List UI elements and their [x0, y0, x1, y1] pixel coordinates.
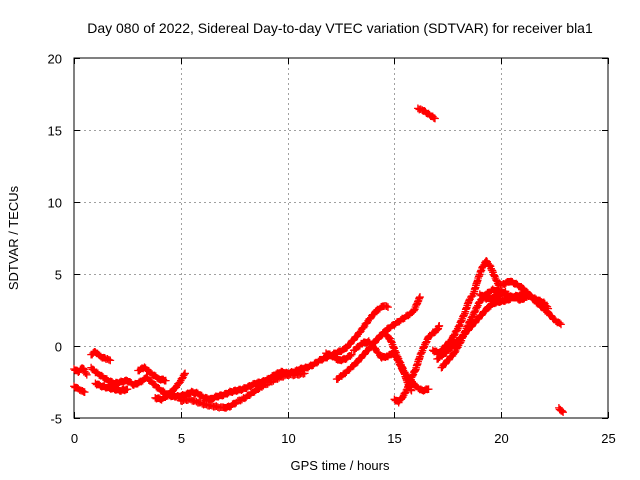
series-track-m	[390, 321, 444, 407]
series-track-c	[87, 348, 115, 365]
x-axis-label: GPS time / hours	[291, 458, 390, 473]
series-track-i	[322, 349, 356, 365]
series-track-e	[91, 379, 132, 395]
y-tick-label: 10	[48, 196, 62, 211]
plot-frame	[73, 57, 609, 419]
x-tick-label: 5	[178, 431, 185, 446]
chart-title: Day 080 of 2022, Sidereal Day-to-day VTE…	[87, 20, 593, 36]
series-track-q	[433, 293, 531, 363]
y-axis-label: SDTVAR / TECUs	[6, 185, 21, 290]
series-track-a	[70, 364, 91, 379]
series-track-f	[134, 363, 170, 385]
y-axis: -5 0 5 10 15 20	[48, 52, 608, 427]
x-tick-label: 20	[494, 431, 508, 446]
series-track-g	[151, 369, 189, 404]
x-tick-label: 15	[387, 431, 401, 446]
x-tick-label: 25	[601, 431, 615, 446]
x-tick-label: 10	[281, 431, 295, 446]
y-tick-label: 15	[48, 124, 62, 139]
series-track-d	[87, 301, 392, 404]
grid	[74, 58, 608, 418]
data-points	[70, 104, 567, 417]
series-track-r	[475, 287, 510, 303]
series-track-s	[555, 404, 567, 417]
x-tick-label: 0	[71, 431, 78, 446]
series-track-n	[414, 104, 439, 123]
y-tick-label: 5	[55, 268, 62, 283]
series-track-b	[70, 382, 89, 396]
x-axis: 0 5 10 15 20 25	[71, 58, 616, 446]
y-tick-label: -5	[50, 412, 62, 427]
series-track-o	[428, 257, 565, 357]
y-tick-label: 0	[55, 340, 62, 355]
y-tick-label: 20	[48, 52, 62, 67]
series-track-h	[176, 369, 309, 412]
